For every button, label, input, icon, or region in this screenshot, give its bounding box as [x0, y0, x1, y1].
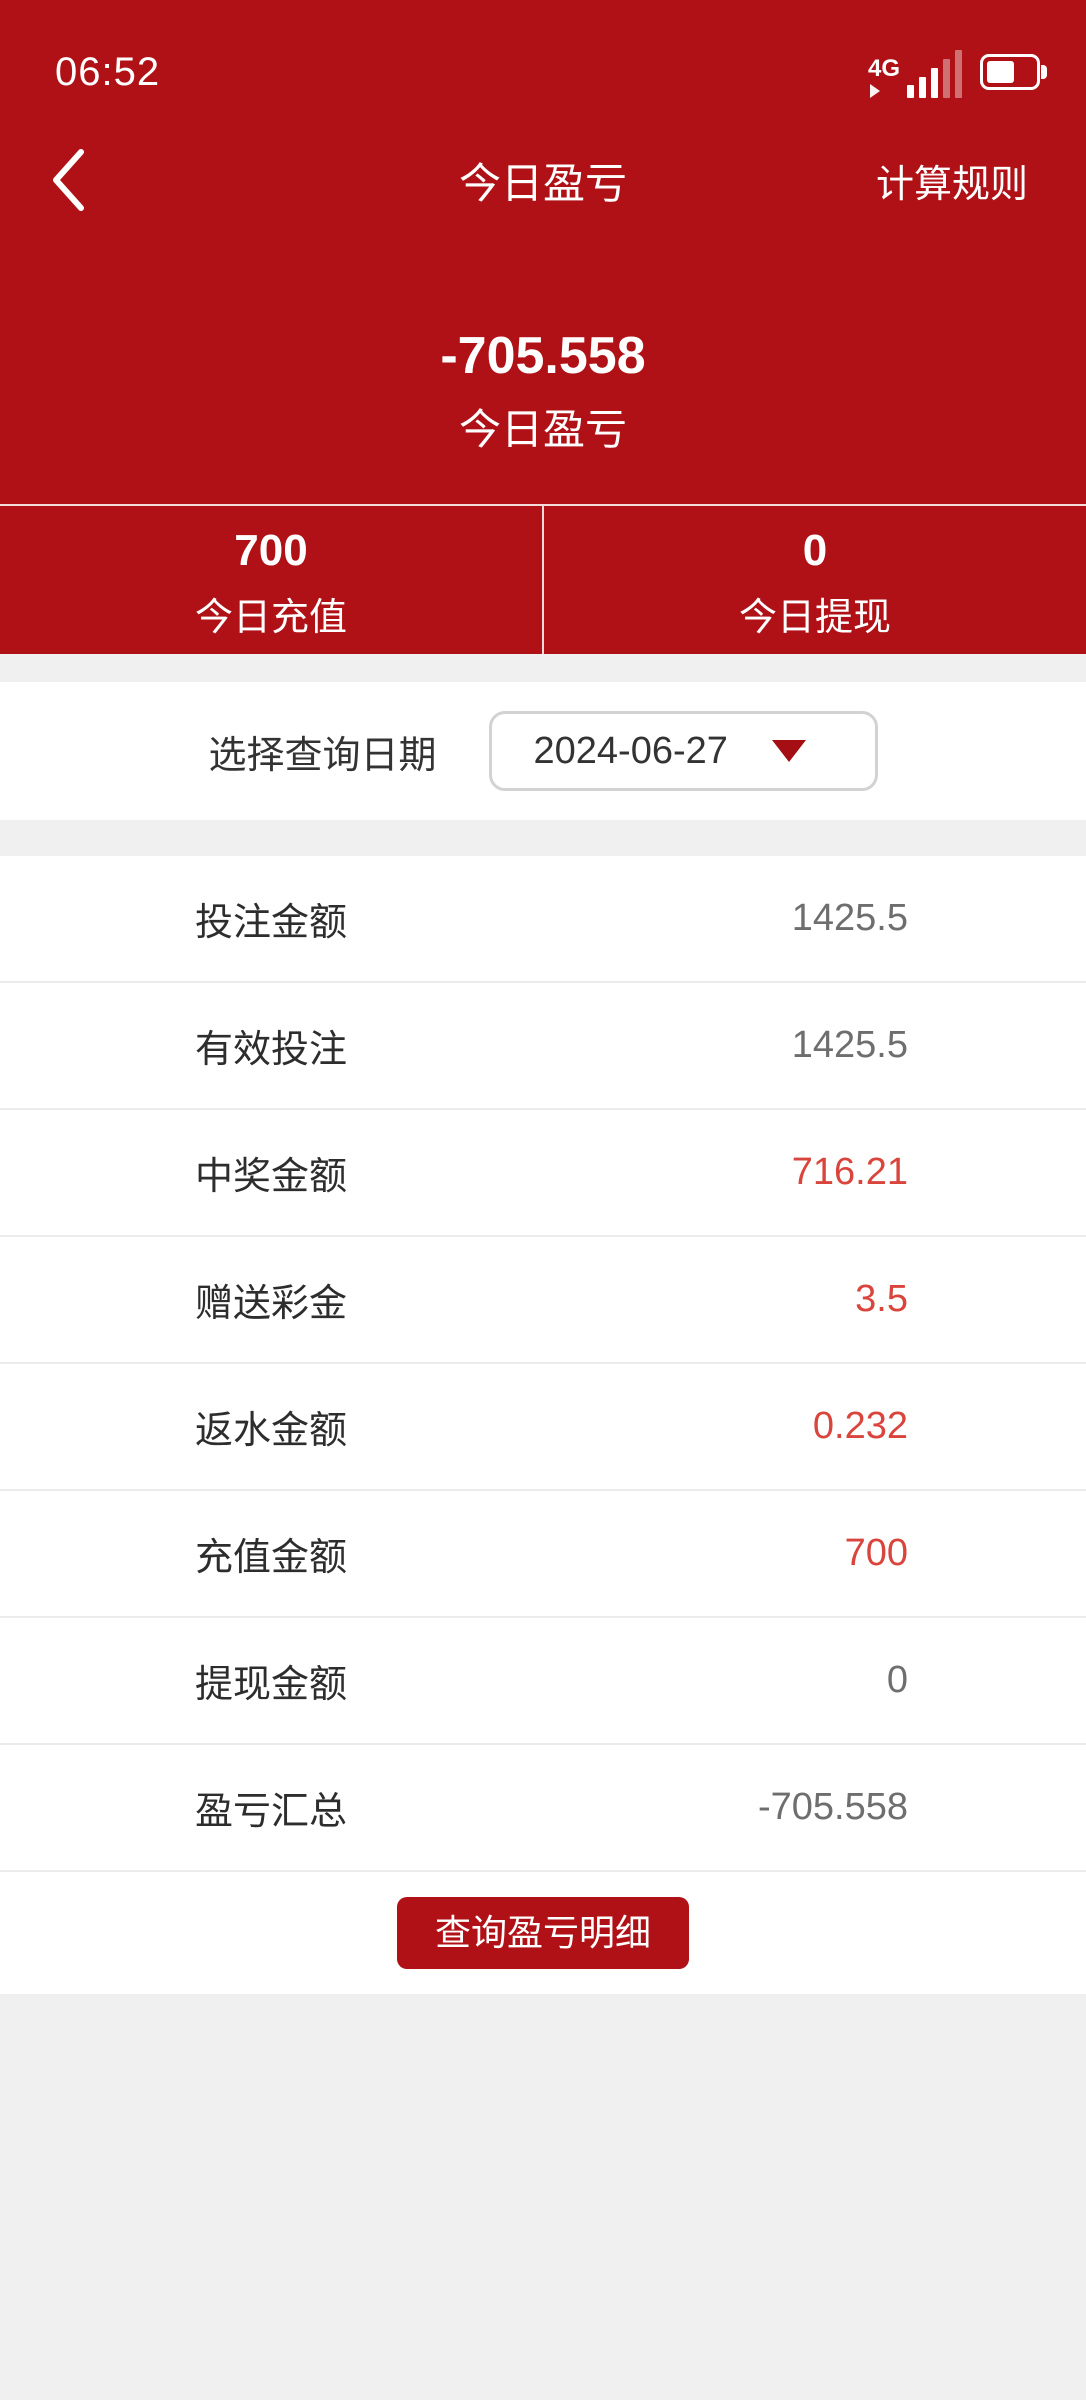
button-section: 查询盈亏明细 [0, 1872, 1086, 1994]
query-profit-detail-button[interactable]: 查询盈亏明细 [396, 1897, 689, 1969]
row-label: 中奖金额 [195, 1156, 348, 1198]
row-value: 700 [844, 1532, 908, 1574]
row-value: 0.232 [812, 1405, 908, 1447]
page-title: 今日盈亏 [458, 159, 627, 207]
calculation-rules-button[interactable]: 计算规则 [875, 163, 1028, 206]
back-chevron-icon [53, 149, 84, 211]
spacer [0, 654, 1086, 682]
today-profit-loss-amount: -705.558 [440, 327, 646, 385]
status-bar: 06:52 4G [55, 46, 1047, 98]
data-activity-icon [869, 84, 880, 98]
withdraw-value: 0 [802, 526, 828, 575]
table-row: 中奖金额 716.21 [0, 1110, 1086, 1237]
date-picker-label: 选择查询日期 [208, 734, 437, 777]
caret-down-icon [771, 740, 806, 762]
table-row: 有效投注 1425.5 [0, 983, 1086, 1110]
row-label: 投注金额 [195, 902, 348, 944]
row-value: 0 [886, 1659, 908, 1701]
table-row: 赠送彩金 3.5 [0, 1237, 1086, 1364]
date-select-dropdown[interactable]: 2024-06-27 [488, 711, 878, 791]
row-label: 充值金额 [195, 1537, 348, 1579]
signal-bars-icon [907, 50, 962, 98]
deposit-value: 700 [234, 526, 308, 575]
table-row: 盈亏汇总 -705.558 [0, 1745, 1086, 1872]
deposit-label: 今日充值 [194, 597, 347, 639]
row-label: 提现金额 [195, 1664, 348, 1706]
row-value: 716.21 [791, 1151, 908, 1193]
table-row: 提现金额 0 [0, 1618, 1086, 1745]
date-picker-section: 选择查询日期 2024-06-27 [0, 682, 1086, 820]
spacer [0, 820, 1086, 856]
back-button[interactable] [38, 138, 98, 222]
table-row: 充值金额 700 [0, 1491, 1086, 1618]
table-row: 返水金额 0.232 [0, 1364, 1086, 1491]
summary-table: 投注金额 1425.5 有效投注 1425.5 中奖金额 716.21 赠送彩金 3.5 返水金… [0, 856, 1086, 1872]
nav-bar: 今日盈亏 计算规则 [0, 138, 1086, 222]
row-value: 3.5 [855, 1278, 908, 1320]
stat-deposit-today: 700 今日充值 [0, 506, 542, 654]
row-value: -705.558 [757, 1786, 908, 1828]
row-label: 有效投注 [195, 1029, 348, 1071]
table-row: 投注金额 1425.5 [0, 856, 1086, 983]
signal-icon: 4G [868, 46, 962, 98]
today-profit-loss-label: 今日盈亏 [458, 406, 627, 453]
status-icons: 4G [868, 46, 1047, 98]
stats-row: 700 今日充值 0 今日提现 [0, 504, 1086, 654]
row-label: 赠送彩金 [195, 1283, 348, 1325]
row-label: 盈亏汇总 [195, 1791, 348, 1833]
battery-icon [980, 54, 1047, 90]
withdraw-label: 今日提现 [738, 597, 891, 639]
selected-date: 2024-06-27 [533, 729, 728, 772]
row-value: 1425.5 [791, 1024, 908, 1066]
network-type-label: 4G [867, 55, 900, 82]
clock-time: 06:52 [55, 49, 161, 94]
stat-withdraw-today: 0 今日提现 [542, 506, 1086, 654]
row-value: 1425.5 [791, 897, 908, 939]
header-panel: 06:52 4G 今日盈亏 计算规则 -705.558 今日盈亏 700 今日充… [0, 0, 1086, 654]
row-label: 返水金额 [195, 1410, 348, 1452]
